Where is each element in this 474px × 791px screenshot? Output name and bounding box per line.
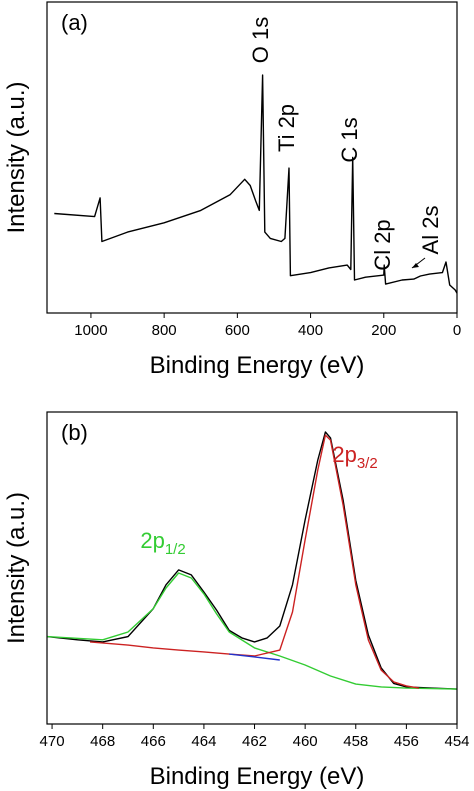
series-line — [46, 572, 458, 690]
x-axis-label: Binding Energy (eV) — [150, 352, 365, 379]
annotation: 2p3/2 — [332, 442, 377, 472]
panel-label: (b) — [61, 420, 88, 445]
annotation-text: O 1s — [248, 17, 273, 63]
x-tick-label: 468 — [90, 733, 115, 750]
series-line — [89, 434, 420, 689]
x-tick-label: 470 — [40, 733, 65, 750]
annotation-text: Al 2s — [418, 206, 443, 255]
panel-label: (a) — [61, 10, 88, 35]
x-tick-label: 460 — [293, 733, 318, 750]
x-tick-label: 800 — [152, 322, 177, 339]
series-line — [46, 431, 458, 690]
x-tick-label: 458 — [343, 733, 368, 750]
annotation-subscript: 3/2 — [357, 455, 378, 472]
annotation-subscript: 1/2 — [165, 541, 186, 558]
annotation: Ti 2p — [274, 104, 299, 152]
x-tick-label: 400 — [298, 322, 323, 339]
y-axis-label: Intensity (a.u.) — [3, 81, 30, 233]
annotation: C 1s — [337, 117, 362, 162]
annotation-text: 2p — [140, 528, 164, 553]
annotation-text: Cl 2p — [370, 219, 395, 270]
annotation: O 1s — [248, 17, 273, 63]
x-tick-label: 0 — [453, 322, 461, 339]
x-tick-label: 200 — [371, 322, 396, 339]
x-axis-label: Binding Energy (eV) — [150, 763, 365, 790]
annotation-text: 2p — [332, 442, 356, 467]
x-tick-label: 454 — [444, 733, 469, 750]
annotation-text: Ti 2p — [274, 104, 299, 152]
annotation: Cl 2p — [370, 219, 395, 270]
y-axis-label: Intensity (a.u.) — [3, 492, 30, 644]
series-line — [229, 653, 280, 661]
plot-frame — [46, 1, 458, 314]
annotation: 2p1/2 — [140, 528, 185, 558]
annotation: Al 2s — [418, 206, 443, 255]
x-tick-label: 456 — [394, 733, 419, 750]
arrow-head — [412, 263, 419, 268]
series-line — [54, 74, 458, 294]
x-tick-label: 462 — [242, 733, 267, 750]
x-tick-label: 1000 — [74, 322, 107, 339]
x-tick-label: 600 — [225, 322, 250, 339]
x-tick-label: 464 — [191, 733, 216, 750]
plot-frame — [46, 411, 458, 725]
annotation-text: C 1s — [337, 117, 362, 162]
x-tick-label: 466 — [141, 733, 166, 750]
